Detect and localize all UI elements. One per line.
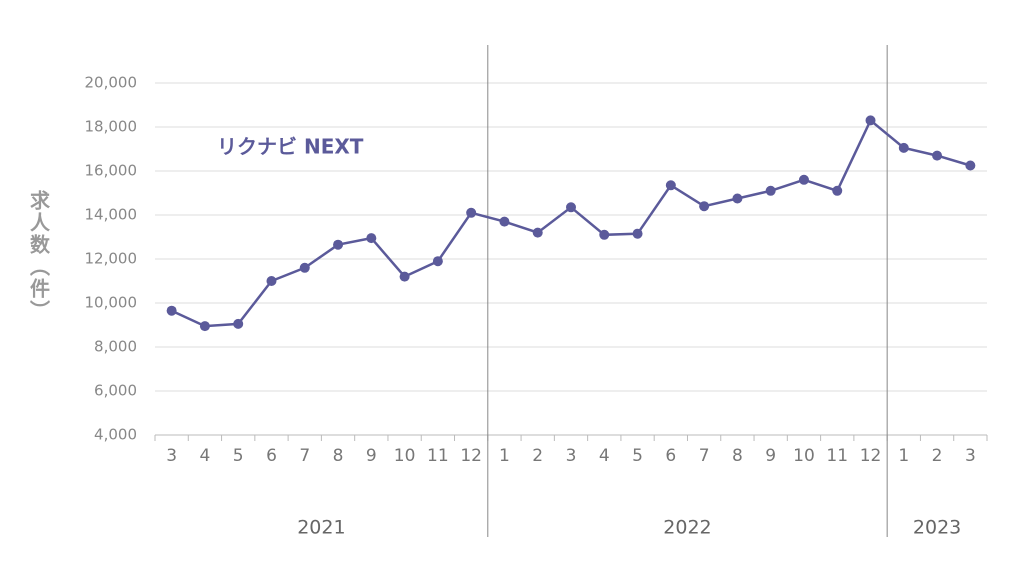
- year-label: 2022: [663, 517, 711, 539]
- data-point: [199, 321, 210, 332]
- x-tick-label: 12: [460, 446, 482, 466]
- x-tick-label: 6: [266, 446, 277, 466]
- data-point: [366, 233, 377, 244]
- data-point: [333, 239, 344, 250]
- data-point: [166, 305, 177, 316]
- data-point: [732, 193, 743, 204]
- y-tick-label: 10,000: [85, 294, 138, 312]
- data-point: [665, 180, 676, 191]
- data-point: [432, 256, 443, 267]
- x-tick-label: 11: [427, 446, 449, 466]
- data-point: [965, 160, 976, 171]
- x-tick-label: 7: [699, 446, 710, 466]
- x-tick-label: 2: [932, 446, 943, 466]
- x-tick-label: 1: [898, 446, 909, 466]
- data-point: [798, 174, 809, 185]
- y-tick-label: 4,000: [94, 426, 137, 444]
- data-point: [566, 202, 576, 213]
- data-point: [898, 142, 909, 153]
- year-label: 2021: [297, 517, 345, 539]
- x-tick-label: 11: [826, 446, 848, 466]
- x-tick-label: 7: [299, 446, 310, 466]
- y-tick-label: 6,000: [94, 382, 137, 400]
- data-point: [266, 276, 277, 286]
- y-tick-label: 18,000: [85, 118, 138, 136]
- x-tick-label: 4: [599, 446, 610, 466]
- y-tick-label: 14,000: [85, 206, 138, 224]
- x-tick-label: 8: [333, 446, 344, 466]
- data-point: [832, 185, 843, 196]
- data-point: [765, 185, 776, 196]
- x-tick-label: 12: [860, 446, 882, 466]
- y-tick-label: 16,000: [85, 162, 138, 180]
- x-tick-label: 9: [765, 446, 776, 466]
- y-axis-label: 求人数（件）: [27, 190, 51, 322]
- data-point: [466, 207, 477, 218]
- x-tick-label: 3: [965, 446, 976, 466]
- data-point: [233, 318, 244, 329]
- data-point: [699, 201, 710, 212]
- x-tick-label: 3: [566, 446, 577, 466]
- y-tick-label: 12,000: [85, 250, 138, 268]
- data-point: [865, 115, 876, 126]
- series-label: リクナビ NEXT: [217, 135, 364, 159]
- x-tick-label: 8: [732, 446, 743, 466]
- data-point: [632, 228, 643, 239]
- x-tick-label: 4: [200, 446, 211, 466]
- x-tick-label: 10: [394, 446, 416, 466]
- data-point: [532, 227, 543, 238]
- year-label: 2023: [913, 517, 961, 539]
- data-point: [599, 229, 610, 240]
- x-tick-label: 9: [366, 446, 377, 466]
- x-tick-label: 1: [499, 446, 510, 466]
- x-tick-label: 5: [233, 446, 244, 466]
- x-tick-label: 3: [166, 446, 177, 466]
- data-point: [932, 150, 943, 161]
- x-tick-label: 5: [632, 446, 643, 466]
- y-tick-label: 8,000: [94, 338, 137, 356]
- x-tick-label: 10: [793, 446, 815, 466]
- data-point: [499, 216, 510, 227]
- x-tick-label: 2: [532, 446, 543, 466]
- y-tick-label: 20,000: [85, 74, 138, 92]
- data-point: [399, 271, 410, 282]
- data-point: [299, 262, 310, 273]
- x-tick-label: 6: [665, 446, 676, 466]
